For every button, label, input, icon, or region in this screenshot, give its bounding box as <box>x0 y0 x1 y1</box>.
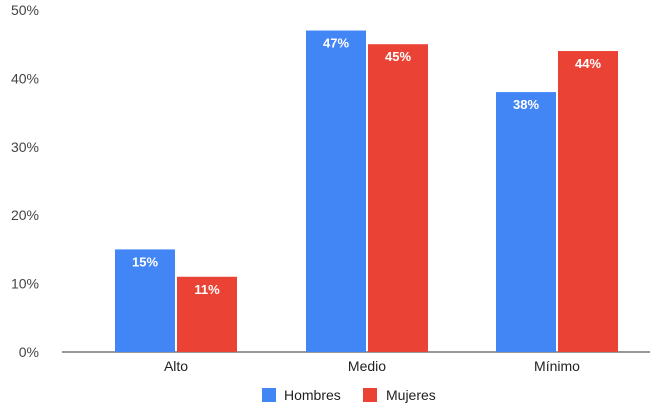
bar <box>496 92 556 352</box>
x-axis: Alto Medio Mínimo <box>164 358 580 374</box>
data-label: 11% <box>194 282 220 297</box>
y-tick-label: 30% <box>11 139 39 155</box>
data-label: 44% <box>575 56 601 71</box>
y-tick-label: 40% <box>11 70 39 86</box>
data-label: 15% <box>132 254 158 269</box>
bar <box>177 276 237 352</box>
bar <box>306 30 366 353</box>
y-tick-label: 50% <box>11 2 39 18</box>
x-tick-label: Medio <box>348 358 386 374</box>
data-label: 38% <box>513 97 539 112</box>
y-tick-label: 10% <box>11 276 39 292</box>
bar <box>368 44 428 352</box>
y-tick-label: 0% <box>19 344 39 360</box>
bars: 15% 11% 47% 45% 38% 44% <box>115 30 618 353</box>
legend-label: Hombres <box>284 387 341 403</box>
x-tick-label: Alto <box>164 358 188 374</box>
legend: Hombres Mujeres <box>262 387 436 403</box>
legend-swatch <box>363 388 377 402</box>
bar <box>115 249 175 352</box>
legend-swatch <box>262 388 276 402</box>
legend-label: Mujeres <box>386 387 436 403</box>
y-axis: 0% 10% 20% 30% 40% 50% <box>11 2 39 360</box>
y-tick-label: 20% <box>11 207 39 223</box>
bar <box>558 51 618 352</box>
x-tick-label: Mínimo <box>534 358 580 374</box>
data-label: 45% <box>385 49 411 64</box>
data-label: 47% <box>323 36 349 51</box>
